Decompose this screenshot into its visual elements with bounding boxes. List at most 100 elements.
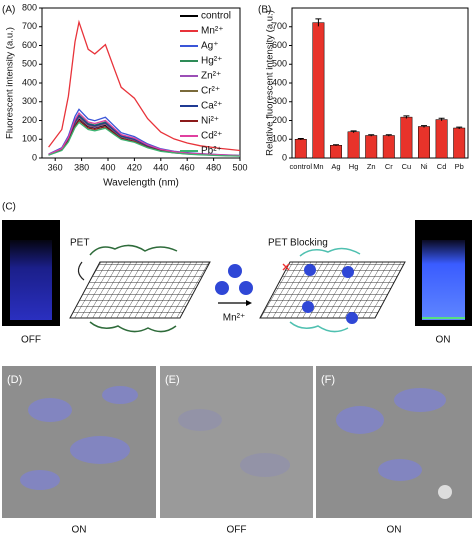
error-bar: [368, 134, 375, 137]
arrow-head: [246, 300, 252, 306]
bar: [435, 119, 448, 159]
bar: [312, 22, 325, 159]
ion: [302, 301, 314, 313]
x-tick-label: Cr: [385, 162, 393, 171]
y-tick-label: 0: [32, 152, 37, 162]
x-tick-label: Ni: [420, 162, 427, 171]
y-tick-label: 200: [22, 115, 37, 125]
legend-label: Pb²⁺: [201, 146, 222, 157]
cell: [70, 436, 130, 464]
y-tick-label: 700: [22, 21, 37, 31]
x-tick-label: 420: [127, 162, 142, 172]
error-bar: [350, 130, 357, 133]
graphene-sheet: [259, 261, 406, 319]
x-tick-label: 380: [74, 162, 89, 172]
cell-panels: [2, 366, 472, 518]
error-bar: [403, 115, 410, 119]
cell: [28, 398, 72, 422]
y-axis-label: Fluorescent intensity (a.u.): [5, 27, 16, 139]
x-tick-label: 440: [153, 162, 168, 172]
x-tick-label: 400: [100, 162, 115, 172]
y-tick-label: 100: [272, 134, 287, 144]
cell: [336, 406, 384, 434]
y-tick-label: 300: [22, 96, 37, 106]
probe: [89, 244, 178, 256]
ion: [346, 312, 358, 324]
bar: [400, 116, 413, 159]
y-tick-label: 700: [272, 21, 287, 31]
cell: [438, 485, 452, 499]
pet-label: PET: [70, 238, 89, 249]
vial-glow: [422, 240, 465, 320]
x-tick-label: Ag: [331, 162, 340, 171]
y-tick-label: 400: [22, 77, 37, 87]
error-bar: [438, 117, 445, 121]
y-tick-label: 600: [272, 40, 287, 50]
ion: [304, 264, 316, 276]
series-line: [48, 19, 241, 152]
x-tick-label: 360: [48, 162, 63, 172]
error-bar: [297, 138, 304, 140]
ion-label: Mn²⁺: [223, 313, 246, 324]
ion: [239, 281, 253, 295]
bar: [365, 135, 378, 159]
y-axis-label: Relative fluorescent intensity (a.u.): [265, 10, 276, 156]
probe: [289, 321, 349, 333]
legend-label: Cd²⁺: [201, 131, 222, 142]
panel-label: (A): [2, 5, 15, 16]
error-bar: [333, 144, 339, 146]
legend-label: Ag⁺: [201, 41, 219, 52]
panel-label: (D): [7, 374, 22, 386]
caption: OFF: [227, 525, 247, 536]
ion: [342, 266, 354, 278]
panel-label: (C): [2, 202, 16, 213]
cell: [102, 386, 138, 404]
y-tick-label: 500: [272, 59, 287, 69]
bar: [418, 126, 430, 159]
ion: [228, 264, 242, 278]
x-axis-label: Wavelength (nm): [103, 178, 179, 189]
panel-label: (E): [165, 374, 180, 386]
y-tick-label: 200: [272, 115, 287, 125]
series-line: [48, 111, 241, 157]
x-tick-label: Cu: [402, 162, 412, 171]
error-bar: [315, 18, 322, 27]
legend-label: Zn²⁺: [201, 71, 221, 82]
legend-label: Mn²⁺: [201, 26, 224, 37]
ion: [215, 281, 229, 295]
caption: ON: [387, 525, 402, 536]
y-tick-label: 600: [22, 40, 37, 50]
x-tick-label: Mn: [313, 162, 323, 171]
x-tick-label: 500: [232, 162, 247, 172]
bar: [453, 127, 466, 159]
bar: [294, 139, 307, 159]
x-tick-label: control: [290, 162, 313, 171]
x-tick-label: Cd: [437, 162, 447, 171]
x-tick-label: Hg: [349, 162, 359, 171]
x-tick-label: 460: [180, 162, 195, 172]
probe: [299, 247, 361, 257]
panel-c: (C) OFF ON PET Mn²⁺ PET Blocking: [2, 202, 472, 346]
graphene-sheet: [69, 261, 211, 319]
error-bar: [421, 125, 427, 128]
legend-label: Ni²⁺: [201, 116, 219, 127]
bar: [347, 131, 360, 159]
legend-label: Ca²⁺: [201, 101, 222, 112]
block-mark: [282, 263, 290, 271]
y-tick-label: 400: [272, 77, 287, 87]
caption: ON: [72, 525, 87, 536]
cell-image: [160, 366, 313, 518]
x-tick-label: Pb: [455, 162, 464, 171]
cell: [20, 470, 60, 490]
error-bar: [385, 134, 392, 137]
vial-glow: [10, 240, 52, 320]
series-line: [48, 121, 241, 157]
error-bar: [456, 126, 463, 129]
cell: [394, 388, 446, 412]
cell: [378, 459, 422, 481]
panel-label: (B): [258, 5, 271, 16]
y-tick-label: 100: [22, 134, 37, 144]
panel-label: (F): [321, 374, 335, 386]
legend-label: control: [201, 11, 231, 22]
y-tick-label: 300: [272, 96, 287, 106]
